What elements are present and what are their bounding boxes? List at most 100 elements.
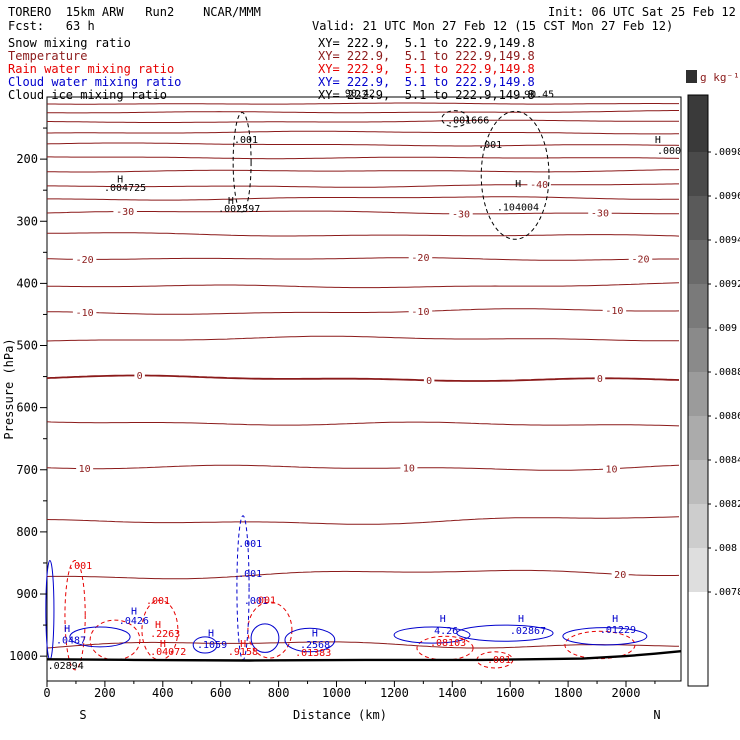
- contour-annotation: 90.45: [524, 90, 554, 101]
- cloud-water-contours: [45, 515, 648, 661]
- temperature-contour-label: -10: [411, 307, 429, 318]
- contour-annotation: 4.26: [434, 626, 458, 637]
- temperature-contour: -10 -10 -10: [47, 305, 680, 319]
- forecast-hour: Fcst: 63 h: [8, 19, 95, 33]
- temperature-contour-line: [46, 142, 680, 147]
- contour-annotation: H: [117, 175, 123, 186]
- legend-xy-cloud-ice: XY= 222.9, 5.1 to 222.9,149.8: [318, 88, 535, 102]
- temperature-contour-line: [46, 335, 679, 342]
- temperature-contour: [46, 142, 680, 147]
- contour-annotation: .001: [234, 135, 258, 146]
- contour-annotation: H: [312, 628, 318, 639]
- contour-annotation: .001: [244, 596, 268, 607]
- x-tick-label: 800: [268, 686, 290, 700]
- colorbar-block: [688, 240, 708, 284]
- legend-label-cloud-water: Cloud water mixing ratio: [8, 75, 182, 89]
- contour-label-bg: [134, 369, 145, 381]
- contour-annotation: .001: [146, 596, 170, 607]
- temperature-contour-label: 0: [426, 376, 432, 387]
- contour-label-bg: [113, 206, 137, 218]
- contour-annotation: 90.42: [345, 88, 375, 99]
- x-tick-label: 2000: [612, 686, 641, 700]
- temperature-contour: [46, 169, 680, 173]
- temperature-contour-label: -30: [116, 207, 134, 218]
- temperature-contour-line: [47, 183, 679, 188]
- contour-annotation: .02894: [48, 661, 84, 672]
- contour-annotation: H: [160, 639, 166, 650]
- temperature-contour: 10 10 10: [46, 462, 680, 475]
- contour-annotation: H: [64, 624, 70, 635]
- legend-label-cloud-ice: Cloud ice mixing ratio: [8, 88, 167, 102]
- contour-label-bg: [611, 568, 629, 580]
- temperature-contour-label: 10: [79, 464, 91, 475]
- colorbar-block: [688, 548, 708, 592]
- colorbar-tick-label: .0078: [713, 587, 740, 598]
- contour-label-bg: [72, 306, 97, 318]
- contour-annotation: .001: [478, 140, 502, 151]
- temperature-contour-label: 0: [597, 374, 603, 385]
- legend-label-rain-water: Rain water mixing ratio: [8, 62, 175, 76]
- temperature-contours: -40 -30 -30 -30 -20 -20 -20 -10 -10 -10 0 0 0 10 10 10 2…: [46, 102, 680, 649]
- colorbar-tick-label: .0096: [713, 191, 740, 202]
- snow-ice-cell: [480, 110, 550, 240]
- contour-annotation: H: [518, 614, 524, 625]
- y-tick-label: 300: [16, 214, 38, 228]
- colorbar-block: [688, 152, 708, 196]
- temperature-contour: -40: [47, 179, 679, 191]
- colorbar: .0098 .0096 .0094 .0092 .009 .0088 .0086 .0084.…: [687, 94, 740, 687]
- temperature-contour: [47, 232, 680, 237]
- legend-label-snow: Snow mixing ratio: [8, 36, 131, 50]
- temperature-contour-line: [47, 102, 679, 105]
- legend-xy-snow: XY= 222.9, 5.1 to 222.9,149.8: [318, 36, 535, 50]
- temperature-contour: [47, 156, 680, 160]
- x-tick-label: 600: [210, 686, 232, 700]
- contour-annotation: .000: [657, 146, 681, 157]
- temperature-contour-line: [46, 464, 680, 471]
- legend-xy-rain-water: XY= 222.9, 5.1 to 222.9,149.8: [318, 62, 535, 76]
- colorbar-tick-label: .008: [713, 543, 737, 554]
- colorbar-tick-label: .0094: [713, 235, 740, 246]
- y-tick-label: 800: [16, 525, 38, 539]
- temperature-contour-line: [46, 421, 680, 427]
- cloud-water-cell: [192, 636, 218, 654]
- temperature-contour-label: 10: [605, 464, 617, 475]
- init-time: Init: 06 UTC Sat 25 Feb 12: [548, 5, 736, 19]
- contour-annotation: H: [155, 620, 161, 631]
- contour-annotation: .0426: [119, 616, 149, 627]
- plot-border: [46, 96, 682, 682]
- contour-annotation: .01229: [600, 625, 636, 636]
- colorbar-block: [688, 592, 708, 686]
- temperature-contour: [46, 516, 680, 525]
- temperature-contour: -30 -30 -30: [46, 206, 679, 220]
- contour-annotation: .001666: [447, 116, 489, 127]
- contour-label-bg: [72, 253, 97, 265]
- contour-annotation: H: [240, 639, 246, 650]
- cloud-water-cell: [284, 627, 336, 653]
- contour-annotation: .1059: [197, 640, 227, 651]
- contour-annotation: H: [208, 628, 214, 639]
- contour-annotation: H: [515, 179, 521, 190]
- contour-label-bg: [449, 208, 473, 220]
- temperature-contour-label: 10: [403, 463, 415, 474]
- cloud-water-cell: [456, 624, 554, 642]
- contour-annotation: H: [131, 607, 137, 618]
- contour-label-bg: [588, 207, 612, 219]
- rain-cell: [64, 559, 86, 671]
- temperature-contour: [47, 282, 680, 289]
- temperature-contour-line: [47, 156, 680, 160]
- contour-label-bg: [527, 179, 551, 191]
- colorbar-block: [688, 95, 708, 152]
- temperature-contour-line: [47, 308, 680, 315]
- colorbar-block: [688, 372, 708, 416]
- contour-annotation: .002597: [218, 204, 260, 215]
- contour-annotation: .02867: [510, 626, 546, 637]
- x-tick-label: 400: [152, 686, 174, 700]
- temperature-contour: [47, 119, 679, 123]
- x-tick-label: 1800: [554, 686, 583, 700]
- colorbar-tick-label: .0098: [713, 147, 740, 158]
- y-tick-label: 1000: [9, 649, 38, 663]
- y-tick-label: 500: [16, 339, 38, 353]
